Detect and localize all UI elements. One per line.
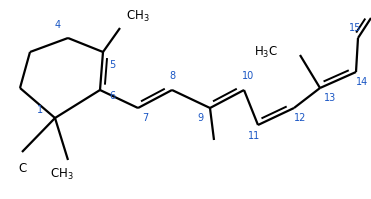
- Text: C: C: [18, 162, 26, 175]
- Text: 9: 9: [197, 113, 203, 123]
- Text: 11: 11: [248, 131, 260, 141]
- Text: $\mathregular{H_3C}$: $\mathregular{H_3C}$: [254, 44, 278, 60]
- Text: 1: 1: [37, 105, 43, 115]
- Text: $\mathregular{CH_3}$: $\mathregular{CH_3}$: [126, 8, 150, 23]
- Text: 13: 13: [324, 93, 336, 103]
- Text: $\mathregular{CH_3}$: $\mathregular{CH_3}$: [50, 166, 74, 181]
- Text: 7: 7: [142, 113, 148, 123]
- Text: 12: 12: [294, 113, 306, 123]
- Text: 15: 15: [349, 23, 361, 33]
- Text: 10: 10: [242, 71, 254, 81]
- Text: 8: 8: [169, 71, 175, 81]
- Text: 14: 14: [356, 77, 368, 87]
- Text: 5: 5: [109, 60, 115, 70]
- Text: 4: 4: [55, 20, 61, 30]
- Text: 6: 6: [109, 91, 115, 101]
